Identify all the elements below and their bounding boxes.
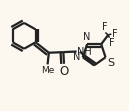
Text: NH: NH: [77, 47, 92, 56]
Text: F: F: [112, 29, 118, 39]
Text: O: O: [59, 65, 69, 78]
Text: N: N: [73, 52, 80, 62]
Text: S: S: [107, 58, 114, 68]
Text: Me: Me: [41, 66, 54, 75]
Text: F: F: [109, 38, 115, 48]
Text: N: N: [83, 32, 90, 42]
Text: F: F: [102, 22, 108, 32]
